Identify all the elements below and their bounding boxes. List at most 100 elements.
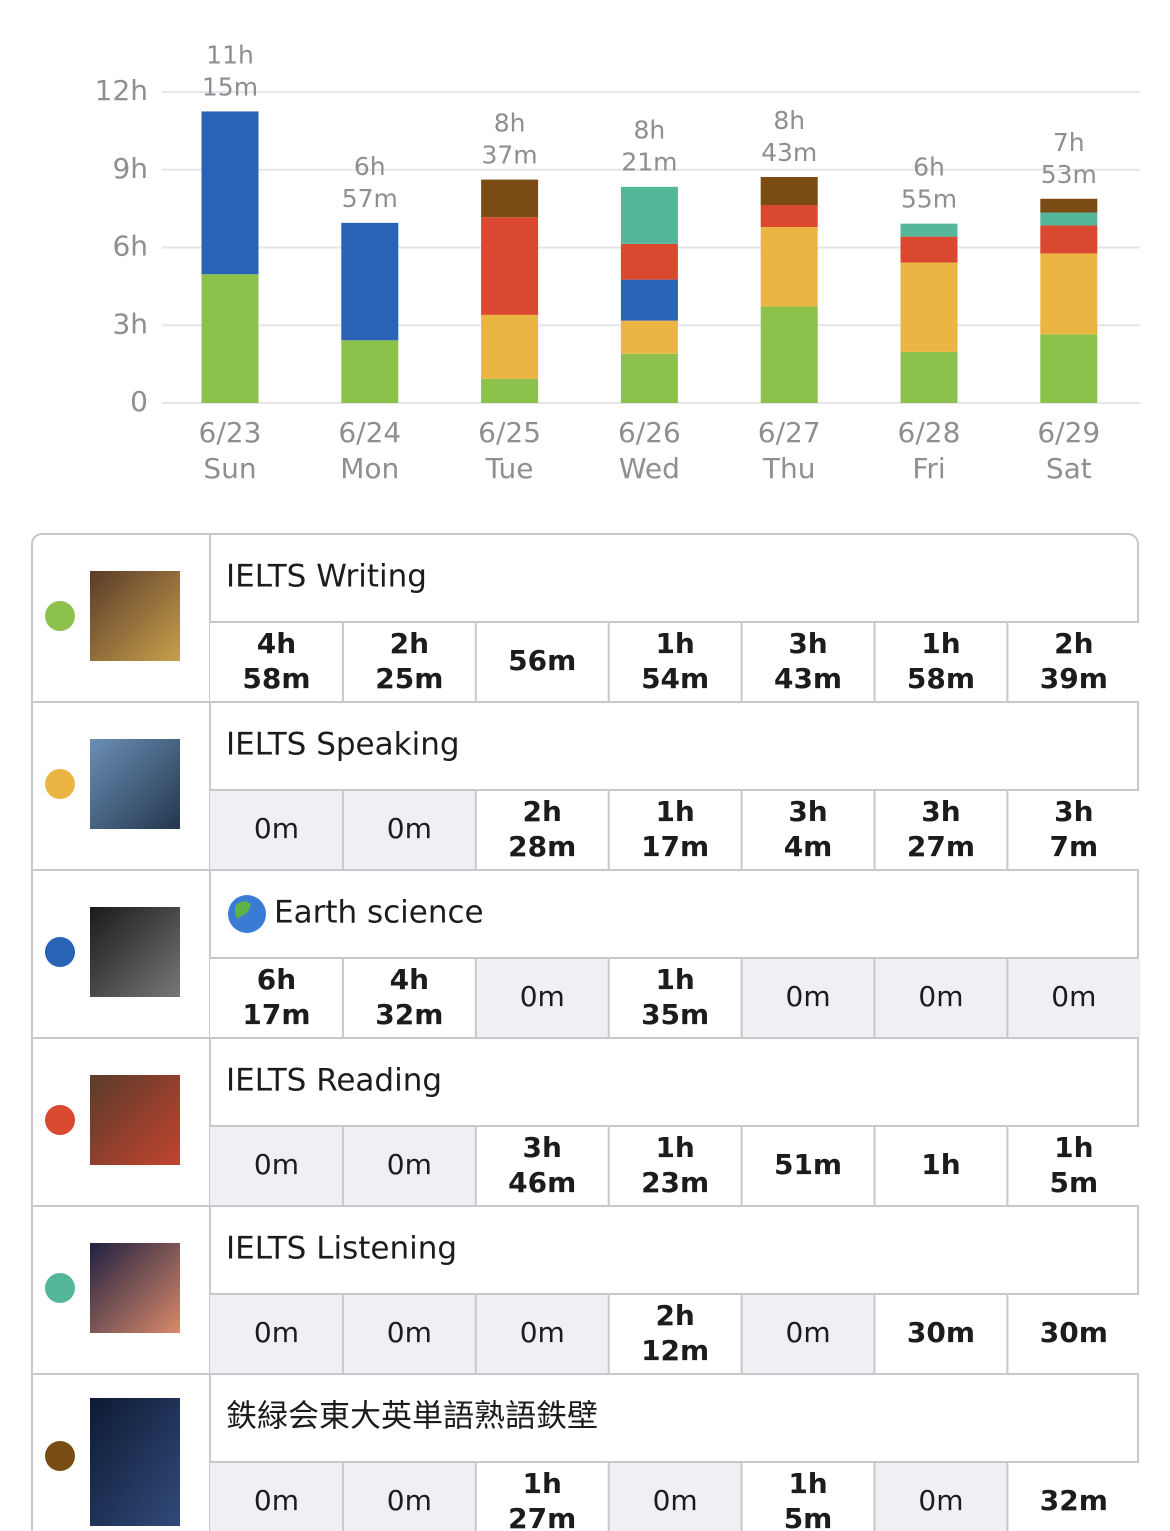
cell <box>608 623 742 701</box>
cell-label: 0m <box>786 980 831 1013</box>
globe-icon <box>228 895 266 933</box>
total-label: 21m <box>621 148 677 177</box>
bar-segment <box>620 186 678 244</box>
row-name: IELTS Speaking <box>226 727 460 763</box>
bar-segment <box>1040 334 1098 403</box>
bar-segment <box>201 274 259 403</box>
globe-land <box>235 901 251 919</box>
cell <box>741 959 875 1037</box>
x-tick-weekday: Tue <box>485 452 534 485</box>
bar-segment <box>341 222 399 341</box>
cell-label: 0m <box>520 1316 565 1349</box>
x-tick-label: 6/27 <box>758 416 821 449</box>
bar-segment <box>1040 253 1098 335</box>
cell <box>874 1463 1008 1531</box>
table-row: IELTS Writing4h58m2h25m56m1h54m3h43m1h58… <box>45 534 1141 702</box>
cell-label: 35m <box>641 998 709 1031</box>
total-label: 11h <box>206 40 254 69</box>
cell-label: 3h <box>523 1131 562 1164</box>
bar-segment <box>900 236 958 263</box>
total-label: 53m <box>1041 160 1097 189</box>
cell-label: 0m <box>786 1316 831 1349</box>
cell <box>608 1463 742 1531</box>
cell-label: 58m <box>242 662 310 695</box>
cell-label: 5m <box>784 1502 833 1531</box>
cell <box>1007 1463 1141 1531</box>
bar-segment <box>481 179 539 218</box>
cell <box>608 1127 742 1205</box>
cell-label: 0m <box>387 1316 432 1349</box>
cell <box>1007 959 1141 1037</box>
cell <box>210 1295 343 1373</box>
bar-segment <box>900 262 958 352</box>
bar-segment <box>481 314 539 379</box>
cell <box>1007 1295 1141 1373</box>
x-tick-weekday: Sat <box>1046 452 1092 485</box>
cell-label: 1h <box>523 1467 562 1500</box>
cell <box>1007 623 1141 701</box>
cell-label: 30m <box>1040 1316 1108 1349</box>
cell-label: 4h <box>257 627 296 660</box>
cell-label: 39m <box>1040 662 1108 695</box>
cell <box>1007 791 1141 869</box>
cell-label: 12m <box>641 1334 709 1367</box>
bar-segment <box>760 204 818 228</box>
cell <box>210 1127 343 1205</box>
cell-label: 1h <box>655 627 694 660</box>
total-label: 8h <box>494 109 526 138</box>
cell <box>342 1463 476 1531</box>
cell <box>475 1127 609 1205</box>
cell-label: 30m <box>907 1316 975 1349</box>
cell <box>608 959 742 1037</box>
cell <box>342 1295 476 1373</box>
color-dot <box>45 937 75 967</box>
bar-segment <box>760 227 818 307</box>
cell-label: 0m <box>653 1484 698 1517</box>
cell-label: 23m <box>641 1166 709 1199</box>
cell <box>874 791 1008 869</box>
x-tick-label: 6/25 <box>478 416 541 449</box>
y-tick-label: 9h <box>112 152 148 185</box>
cell-label: 0m <box>918 980 963 1013</box>
cell-label: 17m <box>641 830 709 863</box>
cell-label: 1h <box>655 963 694 996</box>
cell-label: 56m <box>508 644 576 677</box>
cell-label: 0m <box>387 1484 432 1517</box>
cell <box>741 791 875 869</box>
cell-label: 58m <box>907 662 975 695</box>
cell-label: 0m <box>387 812 432 845</box>
cell <box>1007 1127 1141 1205</box>
cell-label: 0m <box>1051 980 1096 1013</box>
cell-label: 2h <box>523 795 562 828</box>
cell-label: 3h <box>921 795 960 828</box>
cell <box>741 1463 875 1531</box>
color-dot <box>45 1441 75 1471</box>
cell <box>342 623 476 701</box>
bar-segment <box>481 217 539 315</box>
cell-label: 3h <box>788 795 827 828</box>
color-dot <box>45 601 75 631</box>
cell-label: 32m <box>1040 1484 1108 1517</box>
cell <box>342 791 476 869</box>
cell <box>741 1127 875 1205</box>
cell <box>342 1127 476 1205</box>
bar-segment <box>341 340 399 403</box>
thumbnail <box>90 739 180 829</box>
cell-label: 0m <box>918 1484 963 1517</box>
cell <box>475 791 609 869</box>
cell-label: 7m <box>1050 830 1099 863</box>
x-tick-weekday: Thu <box>762 452 816 485</box>
cell <box>210 959 343 1037</box>
cell-label: 4h <box>390 963 429 996</box>
bar-segment <box>1040 198 1098 213</box>
cell-label: 1h <box>921 1148 960 1181</box>
cell-label: 3h <box>1054 795 1093 828</box>
row-name: IELTS Writing <box>226 559 427 595</box>
bar-segment <box>481 378 539 403</box>
y-tick-label: 12h <box>95 74 148 107</box>
bar-segment <box>760 306 818 403</box>
cell <box>874 1295 1008 1373</box>
cell-label: 2h <box>390 627 429 660</box>
